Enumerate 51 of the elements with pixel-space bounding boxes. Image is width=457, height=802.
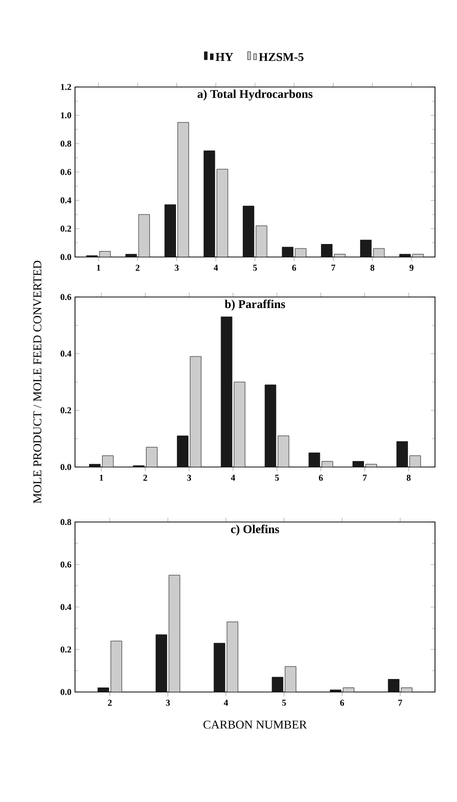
x-tick-label: 1 [96,264,100,271]
x-tick-label: 6 [318,474,323,481]
x-tick-label: 4 [224,700,228,706]
x-tick-label: 5 [275,474,279,481]
bar [388,679,400,692]
y-tick-label: 0.4 [60,604,72,610]
legend-label: HY [216,53,234,61]
x-tick-label: 5 [282,700,286,706]
bar [110,640,122,692]
x-tick-label: 6 [292,264,296,271]
y-tick-label: 0.4 [60,197,72,204]
bar [168,574,180,692]
x-tick-label: 7 [398,700,402,706]
x-tick-label: 6 [340,700,344,706]
y-tick-label: 0.2 [60,407,72,414]
chart-title: a) Total Hydrocarbons [198,90,313,101]
y-tick-label: 0.2 [60,646,72,653]
y-tick-label: 0.6 [60,561,72,568]
bar [156,634,168,692]
y-axis-title: MOLE PRODUCT / MOLE FEED CONVERTED [33,260,42,504]
x-tick-label: 2 [143,474,148,481]
y-tick-label: 0.6 [60,168,72,176]
x-tick-label: 5 [253,264,257,271]
x-tick-label: 8 [406,474,411,481]
x-tick-label: 3 [174,264,179,271]
y-tick-label: 0.0 [60,464,72,470]
y-tick-label: 1.0 [60,112,72,118]
y-tick-label: 0.0 [60,254,72,260]
chart-title: c) Olefins [231,524,280,536]
x-tick-label: 4 [230,474,236,481]
x-tick-label: 1 [100,474,104,481]
x-tick-label: 7 [363,474,367,481]
x-axis-title: CARBON NUMBER [204,720,307,729]
x-tick-label: 2 [108,700,112,706]
y-tick-label: 0.8 [60,140,72,147]
x-tick-label: 3 [166,700,170,706]
y-tick-label: 0.6 [60,294,72,300]
legend-label: HZSM-5 [258,52,304,62]
y-tick-label: 0.4 [60,350,72,357]
y-tick-label: 0.2 [60,226,72,232]
x-tick-label: 7 [332,264,336,271]
chart-title: b) Paraffins [224,300,286,311]
x-tick-label: 2 [136,264,140,271]
bar [226,622,238,692]
y-tick-label: 0.8 [60,518,72,526]
y-tick-label: 0.0 [60,688,72,696]
x-tick-label: 4 [214,264,218,271]
x-tick-label: 3 [187,474,192,481]
x-tick-label: 9 [410,264,414,271]
y-tick-label: 1.2 [60,84,72,90]
x-tick-label: 8 [370,264,374,271]
